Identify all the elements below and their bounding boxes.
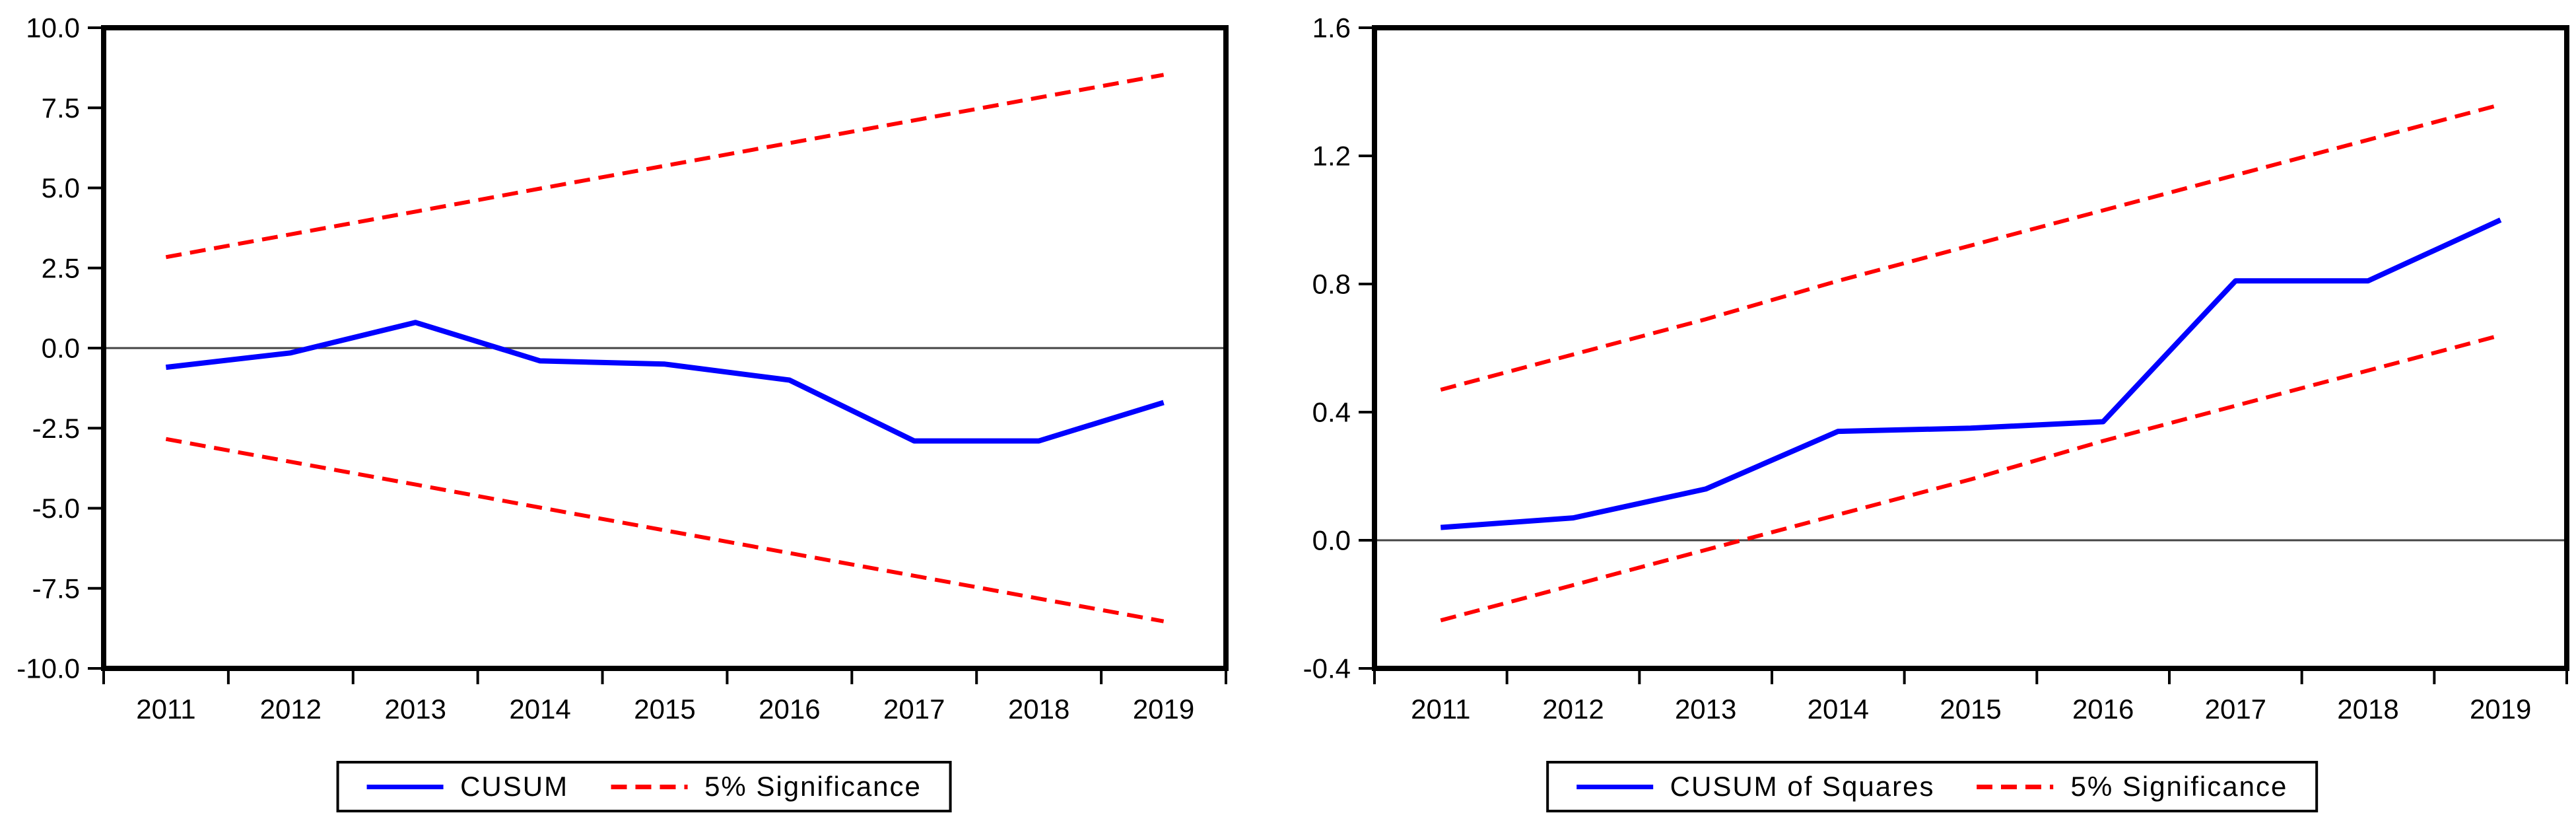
legend-label-significance: 5% Significance — [704, 771, 922, 802]
x-tick-label: 2016 — [759, 693, 820, 725]
cusum-chart-panel: 10.0 7.5 5.0 2.5 0.0 -2.5 -5.0 -7.5 -10.0 2011 201… — [17, 13, 1229, 813]
x-tick-label: 2019 — [2470, 693, 2531, 725]
x-tick-label: 2011 — [1411, 693, 1470, 725]
x-tick-label: 2011 — [136, 693, 195, 725]
legend-item-significance: 5% Significance — [611, 771, 922, 802]
axis-box — [1372, 25, 2569, 671]
x-tick-label: 2015 — [634, 693, 695, 725]
legend-label-cusum-of-squares: CUSUM of Squares — [1670, 771, 1935, 802]
significance-upper-line — [165, 73, 1165, 260]
legend-label-significance: 5% Significance — [2070, 771, 2288, 802]
x-tick-label: 2017 — [883, 693, 945, 725]
x-tick-label: 2018 — [2337, 693, 2398, 725]
cusum-of-squares-line — [1441, 217, 2502, 530]
x-tick-label: 2019 — [1133, 693, 1194, 725]
cusum-line-sample-icon — [366, 784, 444, 789]
legend-item-cusum: CUSUM — [366, 771, 568, 802]
significance-line-sample-icon — [1977, 784, 2054, 789]
cusum-of-squares-plot: 1.6 1.2 0.8 0.4 0.0 -0.4 2011 2012 2013 2014 2015 2… — [1303, 13, 2569, 725]
x-tick-label: 2017 — [2205, 693, 2266, 725]
legend-item-significance: 5% Significance — [1977, 771, 2288, 802]
y-tick-label: 1.6 — [1312, 13, 1351, 44]
significance-lower-line — [165, 437, 1165, 623]
x-tick-label: 2012 — [260, 693, 322, 725]
x-tick-label: 2012 — [1542, 693, 1604, 725]
y-tick-label: 7.5 — [42, 92, 80, 124]
y-tick-label: -2.5 — [32, 413, 80, 444]
x-tick-label: 2014 — [1808, 693, 1869, 725]
x-tick-label: 2018 — [1008, 693, 1069, 725]
y-tick-label: 0.4 — [1312, 397, 1351, 428]
legend-label-cusum: CUSUM — [460, 771, 569, 802]
cusum-of-squares-legend: CUSUM of Squares 5% Significance — [1545, 761, 2319, 813]
y-tick-label: 5.0 — [42, 172, 80, 203]
y-tick-label: 0.8 — [1312, 269, 1351, 300]
cusum-of-squares-line-sample-icon — [1576, 784, 1653, 789]
x-tick-label: 2014 — [509, 693, 570, 725]
y-tick-label: -5.0 — [32, 493, 80, 524]
y-tick-label: 1.2 — [1312, 141, 1351, 172]
y-tick-label: -7.5 — [32, 573, 80, 604]
significance-line-sample-icon — [611, 784, 688, 789]
cusum-plot: 10.0 7.5 5.0 2.5 0.0 -2.5 -5.0 -7.5 -10.0 2011 201… — [17, 13, 1229, 725]
cusum-of-squares-chart-panel: 1.6 1.2 0.8 0.4 0.0 -0.4 2011 2012 2013 2014 2015 2… — [1288, 0, 2576, 817]
cusum-line — [165, 320, 1165, 444]
y-tick-label: 0.0 — [1312, 525, 1351, 556]
x-tick-label: 2013 — [1675, 693, 1736, 725]
x-tick-label: 2015 — [1940, 693, 2001, 725]
x-tick-label: 2016 — [2072, 693, 2134, 725]
significance-lower-line — [1440, 333, 2501, 623]
significance-upper-line — [1440, 102, 2501, 392]
y-tick-label: -0.4 — [1303, 653, 1351, 684]
y-tick-label: 0.0 — [42, 333, 80, 364]
legend-item-cusum-of-squares: CUSUM of Squares — [1576, 771, 1935, 802]
y-tick-label: 10.0 — [26, 13, 80, 44]
y-tick-label: -10.0 — [17, 653, 80, 684]
y-tick-label: 2.5 — [42, 252, 80, 283]
cusum-legend: CUSUM 5% Significance — [336, 761, 952, 813]
x-tick-label: 2013 — [385, 693, 446, 725]
